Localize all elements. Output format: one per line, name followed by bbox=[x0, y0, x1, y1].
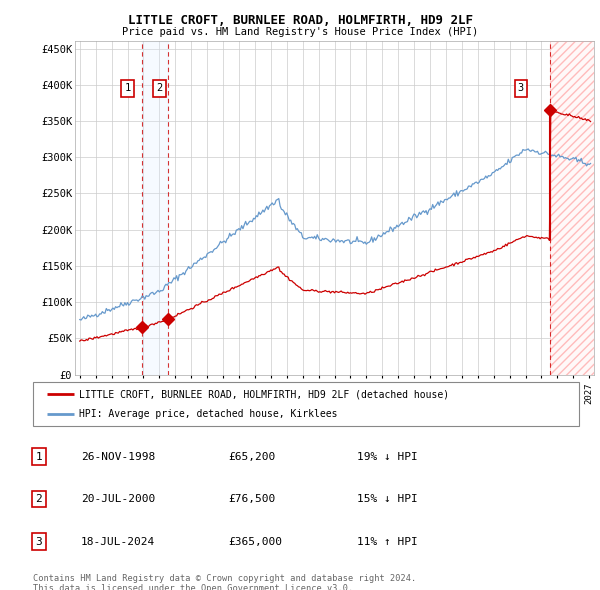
Text: £65,200: £65,200 bbox=[228, 452, 275, 461]
Text: £365,000: £365,000 bbox=[228, 537, 282, 546]
Text: Price paid vs. HM Land Registry's House Price Index (HPI): Price paid vs. HM Land Registry's House … bbox=[122, 27, 478, 37]
Text: 1: 1 bbox=[124, 83, 131, 93]
Text: £76,500: £76,500 bbox=[228, 494, 275, 504]
Text: 26-NOV-1998: 26-NOV-1998 bbox=[81, 452, 155, 461]
Text: 18-JUL-2024: 18-JUL-2024 bbox=[81, 537, 155, 546]
Text: LITTLE CROFT, BURNLEE ROAD, HOLMFIRTH, HD9 2LF (detached house): LITTLE CROFT, BURNLEE ROAD, HOLMFIRTH, H… bbox=[79, 389, 449, 399]
Text: 19% ↓ HPI: 19% ↓ HPI bbox=[357, 452, 418, 461]
Bar bbox=[142, 41, 168, 375]
Text: LITTLE CROFT, BURNLEE ROAD, HOLMFIRTH, HD9 2LF: LITTLE CROFT, BURNLEE ROAD, HOLMFIRTH, H… bbox=[128, 14, 473, 27]
Text: 11% ↑ HPI: 11% ↑ HPI bbox=[357, 537, 418, 546]
Text: 3: 3 bbox=[518, 83, 524, 93]
Text: Contains HM Land Registry data © Crown copyright and database right 2024.
This d: Contains HM Land Registry data © Crown c… bbox=[33, 574, 416, 590]
Text: 2: 2 bbox=[156, 83, 163, 93]
Text: 3: 3 bbox=[35, 537, 43, 546]
Text: 1: 1 bbox=[35, 452, 43, 461]
Bar bbox=[550, 41, 594, 375]
Text: 15% ↓ HPI: 15% ↓ HPI bbox=[357, 494, 418, 504]
Text: 2: 2 bbox=[35, 494, 43, 504]
Text: HPI: Average price, detached house, Kirklees: HPI: Average price, detached house, Kirk… bbox=[79, 409, 338, 418]
Text: 20-JUL-2000: 20-JUL-2000 bbox=[81, 494, 155, 504]
